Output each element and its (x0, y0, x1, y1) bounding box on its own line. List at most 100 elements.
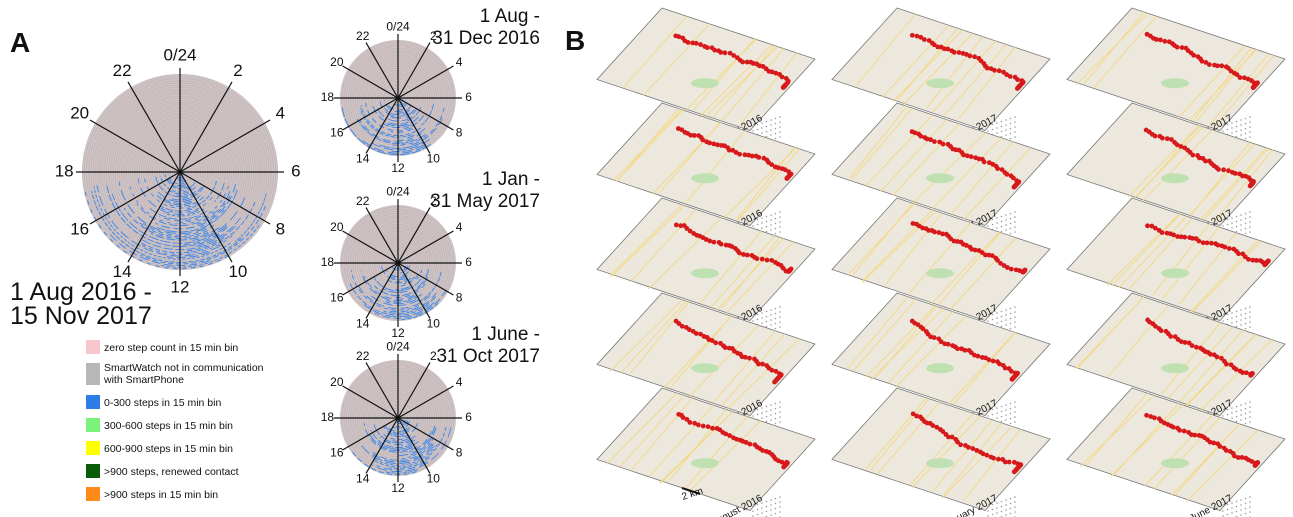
calendar-day (1226, 123, 1229, 126)
location-dot (1211, 440, 1217, 446)
calendar-day (1014, 321, 1016, 323)
street (1128, 217, 1193, 291)
activity-arc (390, 107, 445, 146)
activity-arc (185, 180, 217, 210)
street (605, 392, 678, 465)
calendar-day (1000, 310, 1003, 313)
hour-spoke (365, 97, 399, 154)
street (660, 411, 734, 484)
calendar-day (1249, 511, 1251, 513)
hour-spoke (397, 417, 431, 474)
map-layer: March 2017 (831, 197, 1051, 337)
street (689, 324, 759, 398)
calendar-day (752, 125, 754, 127)
calendar-day (1000, 505, 1003, 508)
location-dot (727, 50, 733, 56)
map-layer: May 2017 (831, 7, 1051, 147)
calendar-day (774, 502, 777, 505)
street (623, 15, 687, 88)
location-dot (1190, 235, 1195, 241)
hour-label: 10 (427, 471, 441, 485)
hour-spoke (127, 81, 181, 173)
location-dot (1215, 63, 1220, 69)
activity-arc (192, 197, 246, 241)
calendar-day (770, 229, 772, 231)
activity-arc (176, 192, 190, 196)
calendar-day (774, 407, 777, 410)
street (1214, 149, 1273, 222)
street (1153, 416, 1221, 490)
street (849, 105, 908, 179)
calendar-day (1231, 227, 1233, 229)
calendar-day (996, 507, 998, 509)
calendar-day (1009, 507, 1012, 510)
map-layer: August 2016 (596, 387, 816, 517)
calendar-day (1005, 224, 1007, 226)
hour-label: 8 (456, 125, 463, 139)
location-dot (1007, 74, 1013, 79)
street (1136, 125, 1201, 198)
calendar-day (1005, 219, 1007, 221)
street (736, 146, 795, 220)
park (691, 363, 719, 374)
activity-arc (118, 181, 207, 235)
calendar-day (1235, 120, 1238, 123)
street (851, 107, 913, 180)
street (1191, 240, 1262, 313)
activity-arc (372, 443, 434, 463)
street (612, 109, 683, 182)
location-dot (1145, 223, 1150, 229)
calendar-day (761, 322, 763, 324)
location-dot (940, 141, 946, 147)
street (865, 305, 936, 378)
calendar-day (774, 307, 777, 310)
hour-label: 0/24 (386, 20, 410, 34)
hour-spoke (365, 362, 399, 419)
hour-spoke (397, 385, 454, 419)
map (596, 7, 816, 131)
street (642, 23, 711, 96)
calendar-day (779, 421, 781, 423)
legend-line: with SmartPhone (103, 374, 184, 386)
calendar-day (1226, 313, 1229, 316)
activity-arc (360, 105, 422, 137)
activity-arc (408, 431, 432, 453)
activity-arc (418, 271, 442, 303)
calendar-day (1226, 218, 1229, 221)
location-dot (982, 252, 988, 258)
street (1113, 403, 1179, 476)
location-dot (984, 65, 990, 71)
calendar-day (987, 410, 989, 412)
location-dot (760, 448, 765, 453)
activity-arc (407, 128, 426, 139)
hour-spoke (342, 230, 399, 264)
hour-label: 12 (391, 481, 405, 495)
calendar-day (761, 407, 763, 409)
location-dot (695, 422, 701, 428)
calendar-day (1249, 506, 1251, 508)
park (1161, 268, 1189, 279)
calendar-day (765, 510, 768, 513)
calendar-day (1014, 131, 1016, 133)
activity-arc (111, 193, 228, 244)
location-dot (1153, 37, 1159, 42)
calendar-day (996, 127, 998, 129)
calendar-day (1005, 509, 1007, 511)
location-dot (955, 346, 960, 352)
calendar-day (1009, 137, 1012, 140)
location-dot (759, 256, 765, 262)
location-dot (1010, 175, 1016, 181)
activity-arc (390, 274, 408, 279)
hour-spoke (127, 171, 181, 263)
location-dot (1217, 444, 1223, 449)
street (880, 119, 948, 192)
calendar-day (1014, 496, 1016, 498)
polar-plot: 0/24 2 4 6 8 10 12 14 16 18 20 22 (321, 20, 473, 175)
hour-label: 8 (276, 219, 285, 238)
location-dot (974, 447, 980, 453)
activity-arc (214, 182, 225, 203)
location-dot (1232, 453, 1237, 459)
location-dot (1149, 223, 1155, 229)
calendar-day (765, 135, 768, 138)
street (909, 413, 974, 486)
